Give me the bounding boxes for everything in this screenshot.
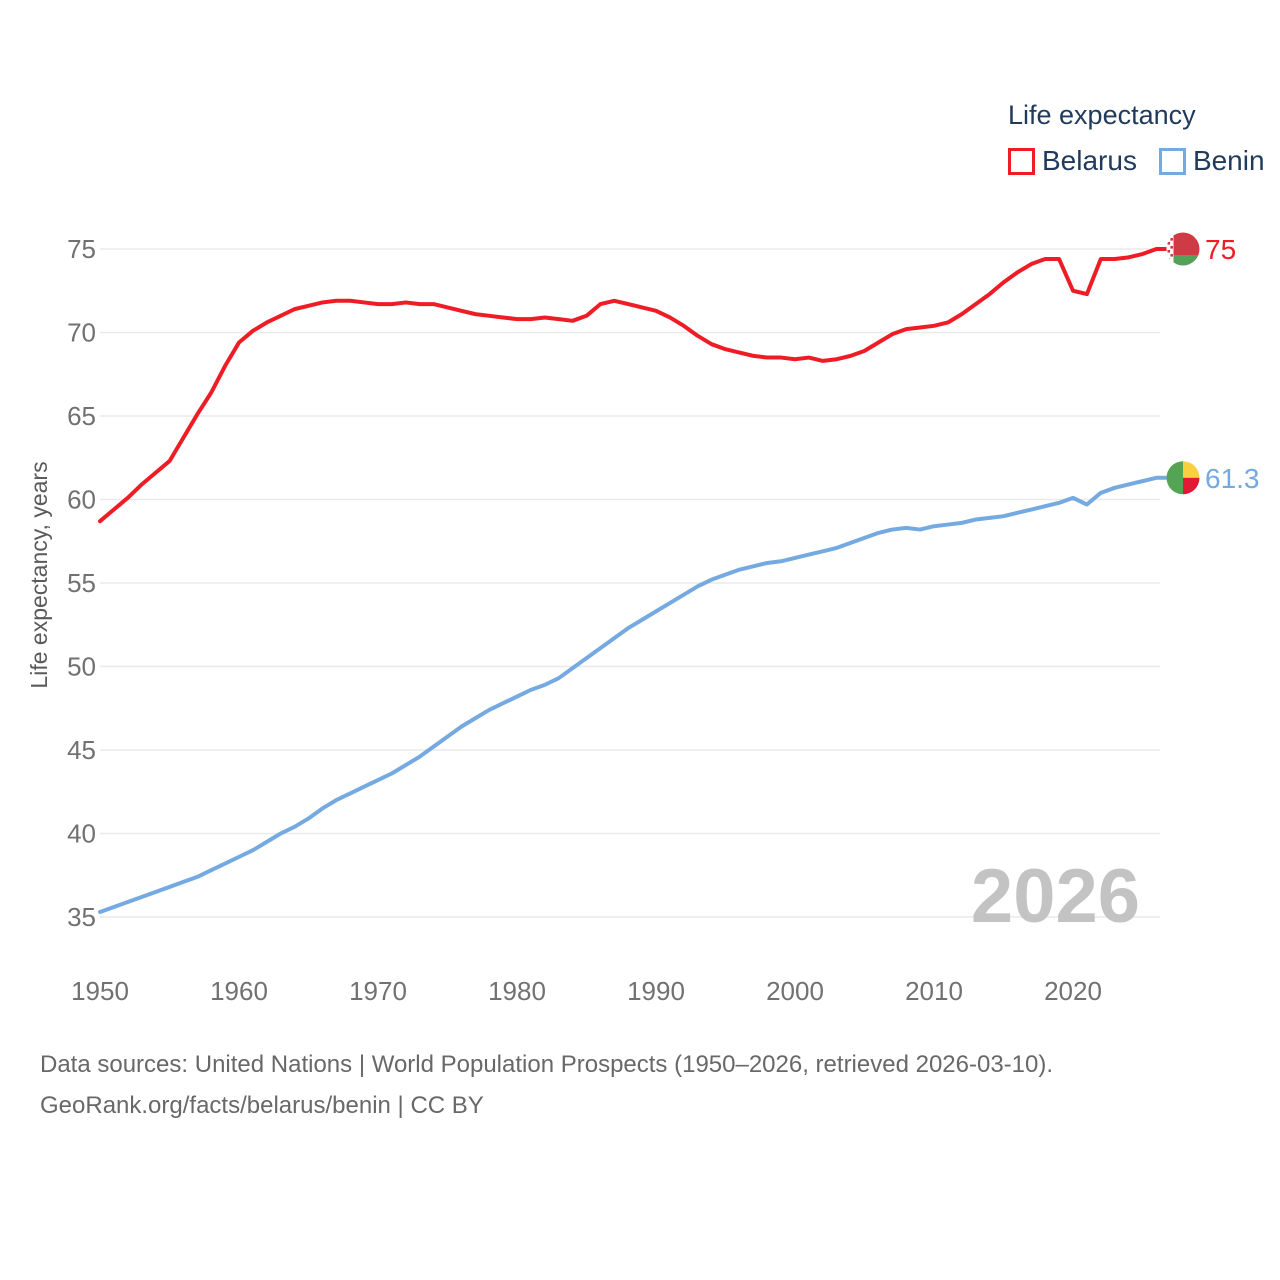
footer-line-1: Data sources: United Nations | World Pop… xyxy=(40,1051,1054,1078)
legend-item-benin[interactable]: Benin xyxy=(1158,145,1265,177)
legend-row: Belarus Benin xyxy=(1008,145,1265,177)
y-tick-label: 60 xyxy=(67,485,96,515)
benin-flag-icon xyxy=(1166,461,1200,495)
y-tick-label: 40 xyxy=(67,819,96,849)
footer-source: Data sources: United Nations | World Pop… xyxy=(40,1044,1053,1126)
series-line-belarus[interactable] xyxy=(98,247,1171,524)
footer-line-2: GeoRank.org/facts/belarus/benin | CC BY xyxy=(40,1092,484,1119)
end-value-label-benin: 61.3 xyxy=(1205,463,1260,494)
y-tick-label: 70 xyxy=(67,318,96,348)
legend-label-benin: Benin xyxy=(1192,145,1265,176)
series-lines xyxy=(98,247,1171,914)
watermark-year: 2026 xyxy=(971,854,1140,939)
y-tick-label: 55 xyxy=(67,568,96,598)
x-tick-label: 2020 xyxy=(1044,976,1102,1006)
x-tick-label: 1960 xyxy=(210,976,268,1006)
legend-swatch-benin xyxy=(1158,147,1186,175)
y-tick-label: 50 xyxy=(67,652,96,682)
y-axis-title: Life expectancy, years xyxy=(26,461,52,688)
x-tick-label: 1980 xyxy=(488,976,546,1006)
y-tick-label: 45 xyxy=(67,735,96,765)
y-tick-label: 35 xyxy=(67,902,96,932)
x-tick-label: 2000 xyxy=(766,976,824,1006)
end-markers: 75 61.3 xyxy=(1166,232,1260,495)
x-tick-label: 1990 xyxy=(627,976,685,1006)
x-tick-label: 1950 xyxy=(71,976,129,1006)
legend-item-belarus[interactable]: Belarus xyxy=(1008,145,1137,177)
belarus-flag-icon xyxy=(1166,232,1200,266)
x-tick-label: 2010 xyxy=(905,976,963,1006)
legend-label-belarus: Belarus xyxy=(1042,145,1137,176)
end-value-label-belarus: 75 xyxy=(1205,234,1236,265)
gridlines xyxy=(100,248,1160,918)
legend: Life expectancy Belarus Benin xyxy=(1008,100,1265,177)
x-tick-label: 1970 xyxy=(349,976,407,1006)
y-tick-label: 65 xyxy=(67,401,96,431)
axis-tick-labels: 35 40 45 50 55 60 65 70 75 1950 1960 1970 1980 1990 20… xyxy=(67,234,1102,1006)
legend-title: Life expectancy xyxy=(1008,100,1196,130)
legend-swatch-belarus xyxy=(1008,147,1035,175)
series-line-benin[interactable] xyxy=(98,475,1171,914)
y-tick-label: 75 xyxy=(67,234,96,264)
